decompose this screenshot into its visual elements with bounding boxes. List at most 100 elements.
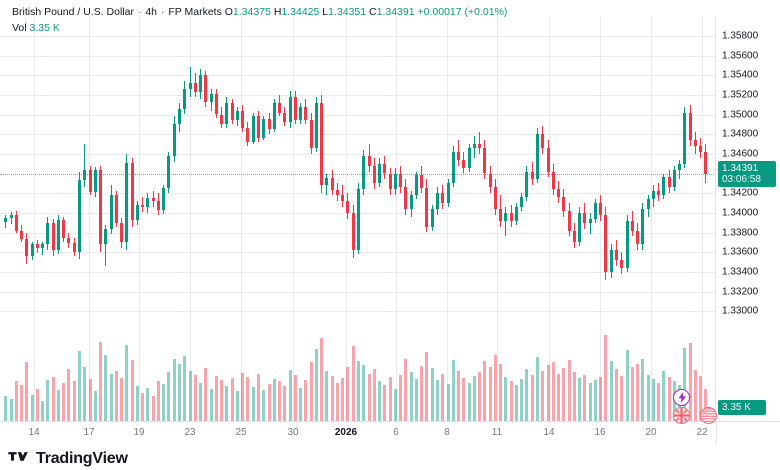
volume-bar [193, 374, 197, 421]
volume-bar [435, 380, 439, 421]
candle-body [61, 219, 65, 239]
chart-pane[interactable] [0, 16, 716, 421]
volume-bar [519, 379, 523, 421]
volume-bar [209, 389, 213, 421]
gridline-horizontal [0, 153, 716, 155]
candle-body [567, 210, 571, 231]
time-axis-tick[interactable]: 6 [393, 427, 399, 438]
candle-body [3, 217, 7, 223]
time-axis-tick[interactable]: 30 [287, 427, 299, 438]
time-axis-tick[interactable]: 14 [543, 427, 555, 438]
time-axis-tick[interactable]: 2026 [334, 427, 358, 438]
time-axis-tick[interactable]: 25 [235, 427, 247, 438]
volume-bar [77, 351, 81, 421]
candle-body [135, 204, 139, 220]
candle-body [572, 230, 576, 243]
candle-body [640, 208, 644, 245]
candle-wick [190, 67, 191, 97]
candle-body [467, 147, 471, 168]
candle-body [30, 244, 34, 257]
legend-primary-row: British Pound / U.S. Dollar · 4h · FP Ma… [12, 6, 507, 19]
volume-bar [551, 362, 555, 421]
candle-body [256, 116, 260, 139]
volume-badge[interactable]: 3.35 K [718, 400, 766, 415]
candle-body [382, 163, 386, 174]
time-axis-tick[interactable]: 16 [594, 427, 606, 438]
price-axis[interactable]: 1.34391 03:06:58 3.35 K 1.35800 1.35600 1.… [715, 16, 780, 421]
volume-bar [51, 376, 55, 421]
time-axis-tick[interactable]: 8 [444, 427, 450, 438]
time-axis-tick[interactable]: 11 [491, 427, 503, 438]
candle-body [561, 197, 565, 211]
interval-label[interactable]: 4h [145, 6, 157, 18]
gridline-horizontal [0, 134, 716, 136]
candle-body [251, 116, 255, 143]
volume-bar [614, 368, 618, 421]
candle-body [314, 102, 318, 148]
tradingview-logo-icon [8, 450, 30, 468]
volume-bar [403, 359, 407, 421]
low-label: L [322, 6, 329, 18]
gridline-vertical [651, 16, 652, 421]
current-price-badge[interactable]: 1.34391 03:06:58 [718, 161, 776, 188]
price-axis-tick: 1.33000 [722, 305, 759, 317]
volume-bar [130, 360, 134, 421]
candle-body [298, 106, 302, 121]
candle-body [451, 151, 455, 184]
time-axis[interactable]: 14 17 19 23 25 30 2026 6 8 11 14 16 20 22 [0, 421, 716, 444]
time-axis-tick[interactable]: 14 [28, 427, 40, 438]
volume-bar [509, 381, 513, 421]
candle-body [45, 222, 49, 245]
volume-bar [156, 381, 160, 421]
volume-bar [467, 383, 471, 421]
candle-body [367, 155, 371, 166]
volume-bar [219, 380, 223, 421]
candle-body [582, 212, 586, 223]
volume-bar [461, 378, 465, 421]
candle-body [546, 147, 550, 172]
time-axis-tick[interactable]: 17 [83, 427, 95, 438]
volume-bar [430, 367, 434, 421]
exchange-label[interactable]: FP Markets [168, 6, 222, 18]
volume-label[interactable]: Vol [12, 22, 27, 34]
volume-bar [203, 367, 207, 421]
time-axis-tick[interactable]: 20 [645, 427, 657, 438]
gridline-vertical [190, 16, 191, 421]
volume-bar [530, 374, 534, 421]
time-axis-tick[interactable]: 22 [696, 427, 708, 438]
current-price-value: 1.34391 [722, 163, 759, 175]
candle-body [209, 93, 213, 102]
gbp-flag-icon[interactable] [673, 407, 690, 424]
volume-bar [267, 384, 271, 421]
candle-body [435, 193, 439, 209]
volume-bar [419, 365, 423, 421]
gridline-horizontal [0, 311, 716, 313]
gridline-horizontal [0, 291, 716, 293]
candle-body [151, 198, 155, 202]
volume-bar [277, 381, 281, 421]
volume-bar [609, 361, 613, 421]
volume-bar [3, 395, 7, 421]
symbol-title[interactable]: British Pound / U.S. Dollar [12, 6, 134, 18]
close-value: 1.34391 [376, 6, 415, 18]
candle-body [419, 175, 423, 189]
lightning-bolt-icon[interactable] [673, 389, 690, 406]
volume-bar [593, 380, 597, 421]
volume-bar [30, 394, 34, 421]
candle-body [130, 162, 134, 220]
time-axis-tick[interactable]: 23 [184, 427, 196, 438]
candle-body [177, 108, 181, 125]
usd-flag-icon[interactable] [700, 407, 717, 424]
price-axis-tick: 1.33400 [722, 266, 759, 278]
candle-body [203, 75, 207, 102]
candle-wick [105, 224, 106, 266]
candle-body [693, 140, 697, 146]
volume-bar [124, 344, 128, 421]
candle-wick [679, 159, 680, 180]
candle-body [245, 128, 249, 143]
candlestick-series[interactable] [0, 16, 716, 421]
volume-bar [446, 384, 450, 421]
volume-bar [651, 379, 655, 421]
time-axis-tick[interactable]: 19 [133, 427, 145, 438]
volume-value: 3.35 K [29, 22, 60, 34]
